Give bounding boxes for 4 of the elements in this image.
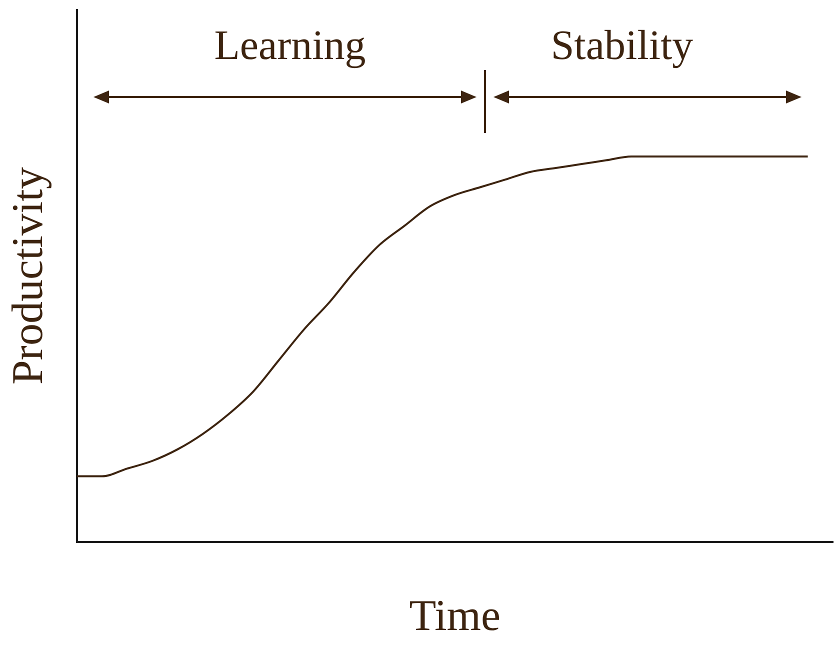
text: Learning <box>214 23 366 70</box>
y-axis-title: Productivity <box>2 167 52 385</box>
text: Stability <box>550 23 694 70</box>
x-axis-title: Time <box>409 591 501 640</box>
